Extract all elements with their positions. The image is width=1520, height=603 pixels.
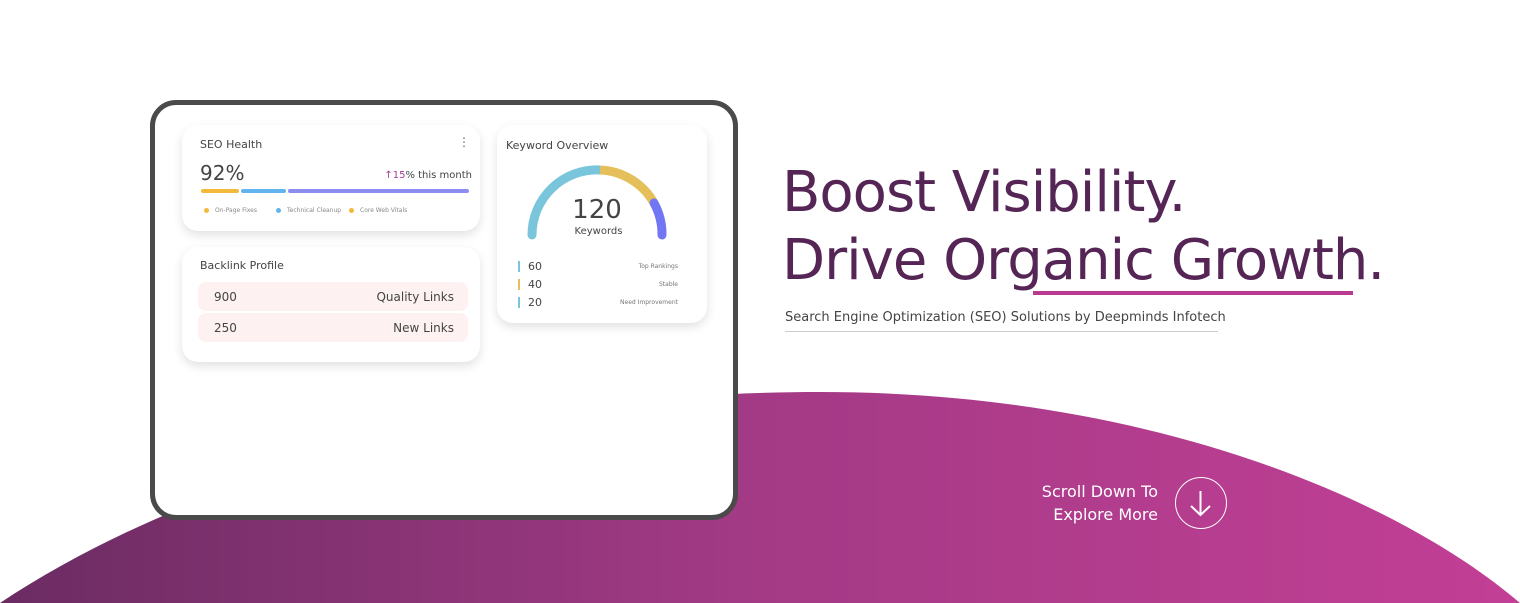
keyword-gauge (527, 165, 667, 240)
more-options-icon[interactable]: ⋮ (458, 135, 470, 149)
backlink-profile-card: Backlink Profile 900 Quality Links 250 New… (182, 247, 480, 362)
gauge-top-rankings (527, 165, 605, 240)
seo-health-value: 92% (200, 161, 245, 185)
seo-health-card: SEO Health ⋮ 92% ↑15% this month On-Page… (182, 125, 480, 231)
gauge-stable (599, 165, 658, 206)
keyword-total: 120 (572, 195, 622, 225)
legend-item: Technical Cleanup (276, 207, 341, 214)
keyword-row: 20 Need Improvement (518, 295, 678, 309)
arrow-down-icon (1190, 491, 1211, 517)
bar-segment (241, 189, 286, 193)
backlink-row: 900 Quality Links (198, 282, 468, 311)
keyword-overview-card: Keyword Overview 120 Keywords 60 Top Rank… (497, 125, 707, 323)
hero-headline-line1: Boost Visibility. (782, 160, 1186, 225)
trend: ↑15% this month (384, 170, 472, 181)
scroll-down-button[interactable] (1175, 477, 1227, 529)
trend-suffix: % this month (405, 170, 472, 181)
keyword-row: 40 Stable (518, 277, 678, 291)
keyword-total-label: Keywords (574, 226, 623, 237)
seo-health-title: SEO Health (200, 138, 263, 151)
trend-value: 15 (392, 170, 406, 181)
keyword-row: 60 Top Rankings (518, 259, 678, 273)
gauge-need-improvement (649, 198, 667, 240)
headline-underline (1033, 291, 1353, 295)
bar-segment (201, 189, 239, 193)
backlink-row: 250 New Links (198, 313, 468, 342)
scroll-text[interactable]: Scroll Down To Explore More (1041, 482, 1158, 524)
bar-segment (288, 189, 469, 193)
hero-headline-line2: Drive Organic Growth. (782, 228, 1385, 293)
legend-item: On-Page Fixes (204, 207, 257, 214)
backlink-profile-title: Backlink Profile (200, 259, 284, 272)
health-progress-bar (201, 189, 469, 193)
keyword-overview-title: Keyword Overview (506, 139, 609, 152)
trend-up-icon: ↑ (384, 170, 393, 181)
hero-subtitle: Search Engine Optimization (SEO) Solutio… (785, 310, 1226, 332)
legend-item: Core Web Vitals (349, 207, 407, 214)
